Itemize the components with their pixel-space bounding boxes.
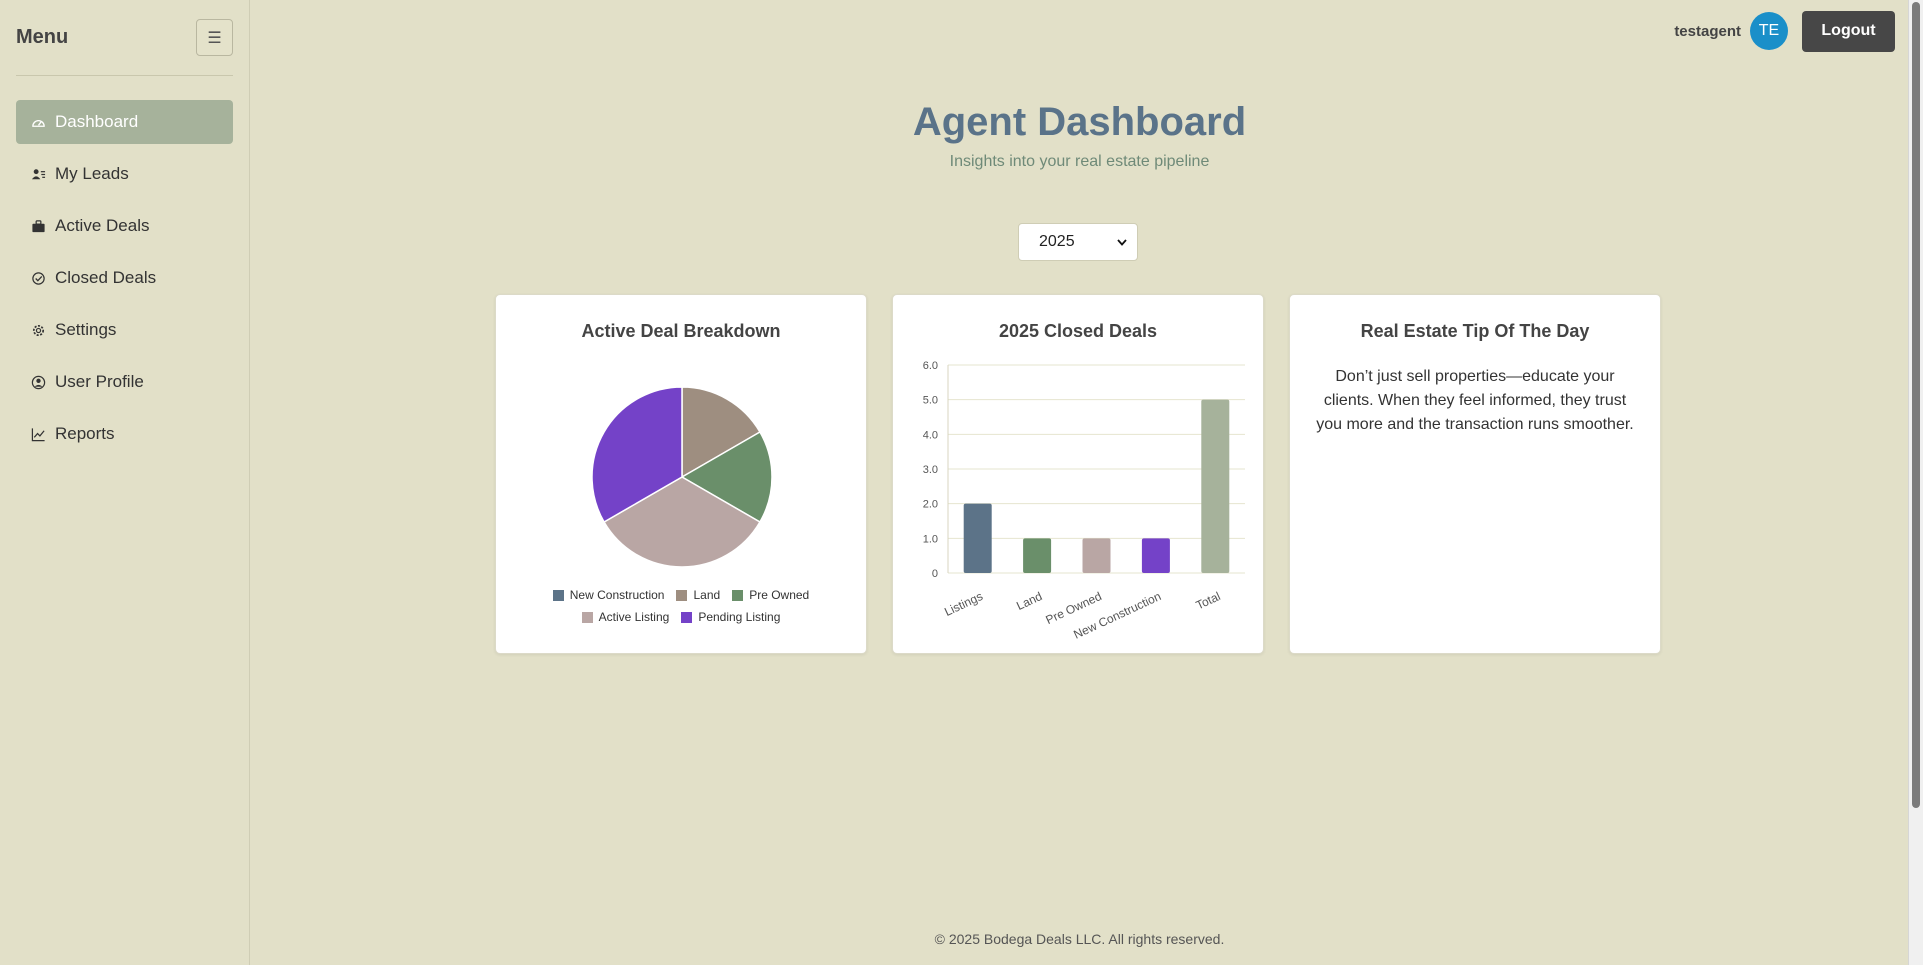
user-circle-icon xyxy=(31,375,53,390)
line-chart-icon xyxy=(31,427,53,442)
sidebar-item-active-deals[interactable]: Active Deals xyxy=(16,204,233,248)
sidebar-item-closed-deals[interactable]: Closed Deals xyxy=(16,256,233,300)
bar-total[interactable] xyxy=(1201,399,1230,573)
legend-swatch xyxy=(581,611,593,623)
sidebar-item-label: Reports xyxy=(55,424,115,443)
sidebar-item-label: Settings xyxy=(55,320,117,339)
x-tick-label: Total xyxy=(1194,589,1223,612)
pie-slice-active-listing[interactable] xyxy=(603,476,761,568)
sidebar-nav: Dashboard My Leads Active Deals Closed D… xyxy=(16,100,233,456)
y-tick-label: 0 xyxy=(932,568,938,580)
year-select-value: 2025 xyxy=(1039,233,1075,250)
active-deal-breakdown-card: Active Deal Breakdown New Construction L… xyxy=(495,294,867,654)
legend-swatch xyxy=(732,589,744,601)
chevron-down-icon xyxy=(1117,233,1127,251)
tip-card: Real Estate Tip Of The Day Don’t just se… xyxy=(1289,294,1661,654)
briefcase-icon xyxy=(31,219,53,234)
sidebar-item-my-leads[interactable]: My Leads xyxy=(16,152,233,196)
username: testagent xyxy=(1674,22,1741,40)
sidebar-item-label: My Leads xyxy=(55,164,129,183)
legend-label: Pre Owned xyxy=(749,588,810,602)
sidebar: Menu ☰ Dashboard My Leads Active Deals xyxy=(0,0,250,965)
scrollbar[interactable] xyxy=(1908,0,1923,965)
sidebar-item-label: Dashboard xyxy=(55,112,139,131)
page-title: Agent Dashboard xyxy=(912,100,1247,144)
topbar: testagent TE Logout xyxy=(1674,10,1895,52)
legend-swatch xyxy=(681,611,693,623)
gear-icon xyxy=(31,323,53,338)
bar-pre-owned[interactable] xyxy=(1082,538,1111,573)
legend-label: Active Listing xyxy=(598,610,670,624)
legend-label: New Construction xyxy=(569,588,665,602)
x-tick-label: Listings xyxy=(942,589,985,619)
sidebar-item-label: Closed Deals xyxy=(55,268,157,287)
legend-item-active-listing[interactable]: Active Listing xyxy=(581,610,670,624)
sidebar-header: Menu ☰ xyxy=(16,0,233,76)
pie-slice-pre-owned[interactable] xyxy=(680,430,773,524)
x-tick-label: Land xyxy=(1014,589,1044,613)
tip-title: Real Estate Tip Of The Day xyxy=(1360,321,1590,341)
menu-title: Menu xyxy=(16,26,69,48)
main-content: Agent Dashboard Insights into your real … xyxy=(251,0,1908,965)
active-deal-pie-chart xyxy=(591,386,773,568)
avatar[interactable]: TE xyxy=(1750,12,1788,50)
active-deal-breakdown-title: Active Deal Breakdown xyxy=(581,321,781,341)
sidebar-item-reports[interactable]: Reports xyxy=(16,412,233,456)
legend-item-land[interactable]: Land xyxy=(676,588,720,602)
scrollbar-thumb[interactable] xyxy=(1912,2,1920,808)
sidebar-item-dashboard[interactable]: Dashboard xyxy=(16,100,233,144)
bar-new-construction[interactable] xyxy=(1141,538,1170,573)
y-tick-label: 1.0 xyxy=(923,533,938,545)
legend-swatch xyxy=(676,589,688,601)
closed-deals-title: 2025 Closed Deals xyxy=(998,321,1158,341)
page-subtitle: Insights into your real estate pipeline xyxy=(949,153,1210,170)
sidebar-item-label: User Profile xyxy=(55,372,144,391)
legend-label: Pending Listing xyxy=(698,610,781,624)
legend-item-pre-owned[interactable]: Pre Owned xyxy=(732,588,809,602)
tip-text: Don’t just sell properties—educate your … xyxy=(1316,368,1634,433)
logout-button[interactable]: Logout xyxy=(1802,10,1895,52)
pie-slice-pending-listing[interactable] xyxy=(591,386,683,524)
bar-listings[interactable] xyxy=(963,503,992,573)
pie-slice-land[interactable] xyxy=(681,386,761,479)
year-select[interactable]: 2025 xyxy=(1018,223,1138,261)
y-tick-label: 6.0 xyxy=(923,360,938,372)
sidebar-item-user-profile[interactable]: User Profile xyxy=(16,360,233,404)
legend-swatch xyxy=(552,589,564,601)
gauge-icon xyxy=(31,115,53,130)
bar-land[interactable] xyxy=(1023,538,1052,573)
legend-item-pending-listing[interactable]: Pending Listing xyxy=(681,610,780,624)
y-tick-label: 5.0 xyxy=(923,395,938,407)
closed-deals-card: 2025 Closed Deals 0 1.0 2.0 3.0 4.0 5.0 6.0 Lis… xyxy=(892,294,1264,654)
y-tick-label: 2.0 xyxy=(923,499,938,511)
sidebar-item-label: Active Deals xyxy=(55,216,150,235)
hamburger-icon: ☰ xyxy=(207,29,222,47)
y-tick-label: 3.0 xyxy=(923,464,938,476)
users-icon xyxy=(31,167,53,182)
check-circle-icon xyxy=(31,271,53,286)
sidebar-item-settings[interactable]: Settings xyxy=(16,308,233,352)
legend-label: Land xyxy=(693,588,721,602)
footer-copyright: © 2025 Bodega Deals LLC. All rights rese… xyxy=(934,931,1225,947)
y-tick-label: 4.0 xyxy=(923,429,938,441)
legend-item-new-construction[interactable]: New Construction xyxy=(552,588,665,602)
pie-legend: New Construction Land Pre Owned Active L… xyxy=(496,588,866,632)
sidebar-toggle-button[interactable]: ☰ xyxy=(196,19,233,56)
